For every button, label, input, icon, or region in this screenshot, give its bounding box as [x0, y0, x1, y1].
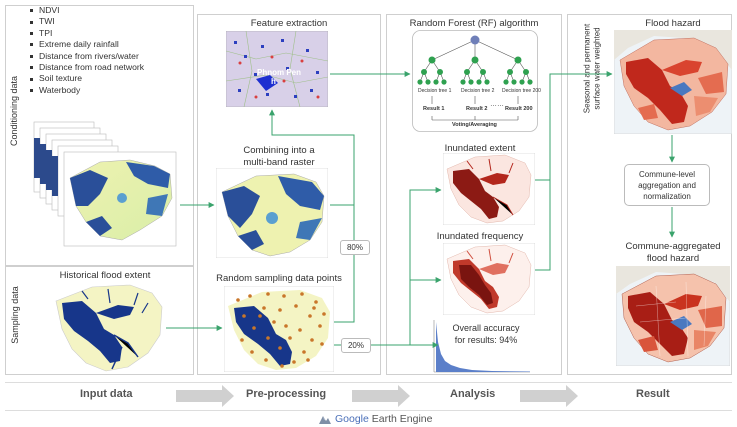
cond-item-tpi: TPI	[30, 28, 144, 39]
result-label-3: Result 200	[505, 106, 533, 112]
cond-item-road: Distance from road network	[30, 62, 144, 73]
result-label-1: Result 1	[423, 106, 445, 112]
step-analysis: Analysis	[450, 388, 496, 400]
commune-hazard-title-2: flood hazard	[646, 253, 700, 264]
cond-item-ndvi: NDVI	[30, 5, 144, 16]
inundated-freq-title: Inundated frequency	[436, 231, 524, 242]
rf-title: Random Forest (RF) algorithm	[409, 18, 539, 29]
feature-map	[226, 31, 328, 107]
inundated-extent-map	[443, 153, 535, 225]
inundated-freq-map	[443, 243, 535, 315]
multiband-map	[216, 168, 328, 258]
commune-hazard-map	[616, 266, 730, 366]
footer-earth-engine: Earth Engine	[368, 413, 433, 425]
commune-hazard-title-1: Commune-aggregated	[625, 241, 721, 252]
step-preprocessing: Pre-processing	[246, 388, 327, 400]
rf-tree-diagram	[412, 30, 538, 132]
result-label-2: Result 2	[466, 106, 488, 112]
footer-text: Google Earth Engine	[335, 413, 433, 425]
combine-title-1: Combining into a	[243, 145, 315, 156]
earth-engine-logo-icon	[319, 416, 331, 424]
commune-line-2: aggregation and	[638, 181, 696, 190]
cond-item-twi: TWI	[30, 16, 144, 27]
combine-title-2: multi-band raster	[243, 157, 315, 168]
flood-hazard-map	[614, 30, 732, 134]
sampling-points-title: Random sampling data points	[216, 273, 342, 284]
tree-ellipsis: ……	[490, 101, 504, 108]
historical-title: Historical flood extent	[59, 270, 151, 281]
commune-line-3: normalization	[643, 192, 691, 201]
stacked-rasters	[33, 121, 177, 247]
percent-20-badge: 20%	[341, 338, 371, 353]
process-arrows	[176, 385, 578, 407]
cond-item-soil: Soil texture	[30, 73, 144, 84]
flood-hazard-title: Flood hazard	[645, 18, 701, 29]
historical-map	[55, 284, 163, 372]
commune-line-1: Commune-level	[638, 170, 696, 179]
cond-item-waterbody: Waterbody	[30, 85, 144, 96]
step-result: Result	[636, 388, 670, 400]
commune-aggregation-box	[624, 164, 710, 206]
process-bar-line	[5, 382, 732, 411]
inundated-extent-title: Inundated extent	[444, 143, 516, 154]
percent-80-badge: 80%	[340, 240, 370, 255]
city-label-1: Phnom Pen	[257, 68, 302, 77]
voting-label: Voting/Averaging	[452, 122, 497, 128]
city-label-2: h	[271, 77, 276, 86]
tree-label-2: Decision tree 2	[461, 88, 495, 94]
sampling-points-map	[224, 286, 334, 372]
accuracy-line-1: Overall accuracy	[452, 323, 520, 333]
step-input-data: Input data	[80, 388, 133, 400]
cond-item-rainfall: Extreme daily rainfall	[30, 39, 144, 50]
conditioning-list: NDVI TWI TPI Extreme daily rainfall Dist…	[30, 5, 144, 96]
tree-label-3: Decision tree 200	[502, 88, 541, 94]
footer-google: Google	[335, 413, 369, 425]
tree-label-1: Decision tree 1	[418, 88, 452, 94]
accuracy-line-2: for results: 94%	[454, 335, 518, 345]
feature-title: Feature extraction	[250, 18, 328, 29]
cond-item-rivers: Distance from rivers/water	[30, 51, 144, 62]
